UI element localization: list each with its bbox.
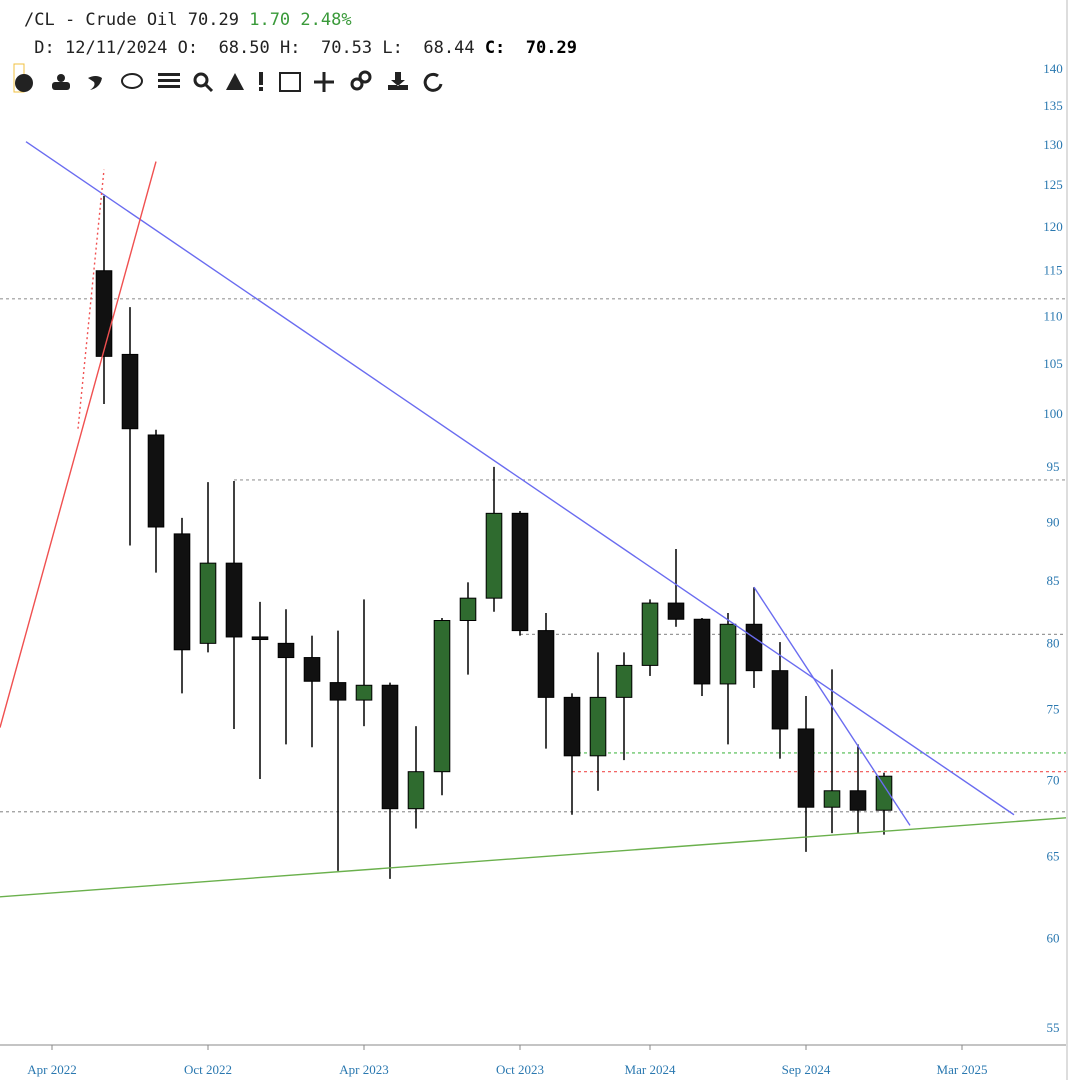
candle-body (121, 353, 139, 430)
x-tick-label: Apr 2022 (27, 1062, 76, 1077)
y-tick-label: 90 (1047, 514, 1060, 529)
gauge-icon[interactable] (15, 74, 33, 92)
candle-body (563, 696, 581, 757)
candle-body (381, 684, 399, 810)
y-tick-label: 65 (1047, 849, 1060, 864)
alert-icon[interactable] (259, 72, 263, 85)
candle-body (433, 620, 451, 773)
close: 70.29 (525, 38, 577, 58)
list-icon[interactable] (158, 73, 180, 88)
y-tick-label: 140 (1043, 61, 1063, 76)
candle-body (745, 623, 763, 672)
candle-body (407, 771, 425, 810)
x-tick-label: Apr 2023 (339, 1062, 388, 1077)
calendar-icon[interactable] (279, 72, 301, 92)
candle-body (641, 602, 659, 666)
x-tick-label: Sep 2024 (782, 1062, 831, 1077)
change: 1.70 (249, 10, 291, 30)
change-pct: 2.48% (300, 10, 352, 30)
y-tick-label: 85 (1047, 573, 1060, 588)
y-tick-label: 110 (1043, 308, 1062, 323)
candle-body (199, 562, 217, 644)
y-tick-label: 100 (1043, 406, 1063, 421)
trend-line (25, 141, 1015, 816)
candle-body (771, 670, 789, 730)
candle-body (667, 602, 685, 620)
y-tick-label: 115 (1043, 263, 1062, 278)
trend-line (77, 169, 105, 429)
y-tick-label: 70 (1047, 772, 1060, 787)
x-tick-label: Mar 2025 (937, 1062, 988, 1077)
candle-body (251, 636, 269, 641)
candle-body (693, 618, 711, 685)
x-tick-label: Mar 2024 (625, 1062, 676, 1077)
candle-body (875, 775, 893, 811)
y-tick-label: 75 (1047, 702, 1060, 717)
move-icon[interactable] (314, 72, 334, 92)
candle-body (615, 664, 633, 698)
search-icon[interactable] (193, 72, 209, 88)
candle-body (329, 682, 347, 701)
candle-body (511, 512, 529, 632)
date-label: D: (34, 38, 55, 58)
candle-body (173, 533, 191, 651)
y-tick-label: 125 (1043, 177, 1063, 192)
candle-body (537, 630, 555, 698)
low-label: L: (382, 38, 403, 58)
open-label: O: (177, 38, 199, 58)
trend-line (0, 817, 1066, 898)
candle-body (823, 790, 841, 808)
trend-line (753, 586, 911, 826)
candle-body (147, 434, 165, 528)
link-icon[interactable] (350, 77, 364, 91)
candle-body (277, 642, 295, 659)
y-tick-label: 60 (1047, 931, 1060, 946)
candle-body (485, 512, 503, 599)
y-tick-label: 80 (1047, 635, 1060, 650)
last-price: 70.29 (187, 10, 239, 30)
y-tick-label: 120 (1043, 219, 1063, 234)
candle-body (459, 597, 477, 622)
candle-body (303, 657, 321, 682)
low: 68.44 (423, 38, 475, 58)
download-icon[interactable] (388, 72, 408, 90)
candle-body (719, 623, 737, 685)
trend-line (0, 161, 157, 728)
toolbar (13, 63, 443, 93)
x-tick-label: Oct 2023 (496, 1062, 544, 1077)
symbol: /CL - Crude Oil (24, 10, 178, 30)
quote-header: /CL - Crude Oil 70.29 1.70 2.48% D: 12/1… (24, 6, 577, 62)
users-icon[interactable] (57, 74, 65, 82)
high-label: H: (280, 38, 301, 58)
candle-body (849, 790, 867, 811)
x-tick-label: Oct 2022 (184, 1062, 232, 1077)
y-tick-label: 135 (1043, 98, 1063, 113)
twitter-icon[interactable] (88, 76, 102, 90)
y-tick-label: 95 (1047, 459, 1060, 474)
candle-body (95, 270, 113, 357)
y-tick-label: 130 (1043, 137, 1063, 152)
open: 68.50 (218, 38, 270, 58)
candle-body (589, 696, 607, 757)
y-tick-label: 105 (1043, 356, 1063, 371)
candle-body (797, 728, 815, 808)
candle-body (355, 684, 373, 701)
high: 70.53 (320, 38, 373, 58)
date: 12/11/2024 (64, 38, 168, 58)
y-tick-label: 55 (1047, 1020, 1060, 1035)
triangle-icon[interactable] (226, 73, 244, 90)
comment-icon[interactable] (121, 73, 143, 89)
close-label: C: (484, 38, 506, 58)
refresh-icon[interactable] (423, 72, 443, 92)
plot-area (0, 141, 1066, 898)
candle-body (225, 562, 243, 638)
